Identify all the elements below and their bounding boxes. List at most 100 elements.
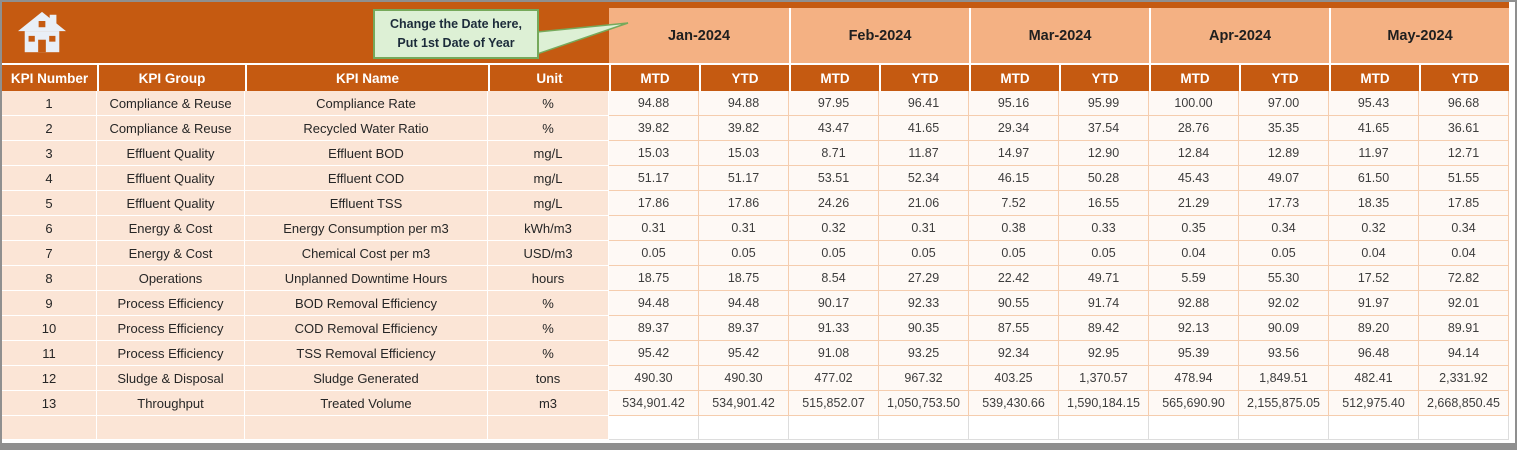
kpi-number-cell: 5 — [2, 191, 97, 216]
kpi-unit-cell: hours — [488, 266, 609, 291]
kpi-sheet: Change the Date here, Put 1st Date of Ye… — [2, 2, 1509, 440]
kpi-group-cell: Energy & Cost — [97, 241, 245, 266]
value-cell: 29.34 — [969, 116, 1059, 141]
kpi-number-cell: 4 — [2, 166, 97, 191]
month-header-jan-2024[interactable]: Jan-2024 — [609, 8, 789, 63]
empty-value-cell — [1329, 416, 1419, 440]
kpi-row-3: 3 Effluent Quality Effluent BOD mg/L 15.03 15… — [2, 141, 1509, 166]
value-cell: 0.05 — [699, 241, 789, 266]
value-cell: 22.42 — [969, 266, 1059, 291]
value-cell: 43.47 — [789, 116, 879, 141]
value-cell: 1,050,753.50 — [879, 391, 969, 416]
value-cell: 89.91 — [1419, 316, 1509, 341]
value-cell: 0.31 — [699, 216, 789, 241]
value-cell: 61.50 — [1329, 166, 1419, 191]
value-cell: 89.37 — [699, 316, 789, 341]
value-cell: 53.51 — [789, 166, 879, 191]
kpi-group-cell: Sludge & Disposal — [97, 366, 245, 391]
value-cell: 1,849.51 — [1239, 366, 1329, 391]
kpi-unit-cell: mg/L — [488, 191, 609, 216]
value-cell: 18.75 — [609, 266, 699, 291]
header-unit: Unit — [488, 65, 609, 91]
empty-value-cell — [1149, 416, 1239, 440]
value-cell: 0.04 — [1329, 241, 1419, 266]
value-cell: 95.43 — [1329, 91, 1419, 116]
kpi-number-cell: 2 — [2, 116, 97, 141]
month-header-row: Jan-2024 Feb-2024 Mar-2024 Apr-2024 May-2024 — [609, 2, 1509, 63]
kpi-name-cell: Compliance Rate — [245, 91, 488, 116]
kpi-group-cell: Process Efficiency — [97, 341, 245, 366]
value-cell: 95.99 — [1059, 91, 1149, 116]
kpi-number-cell: 10 — [2, 316, 97, 341]
kpi-group-cell: Compliance & Reuse — [97, 116, 245, 141]
kpi-number-cell: 6 — [2, 216, 97, 241]
kpi-row-1: 1 Compliance & Reuse Compliance Rate% 94.88… — [2, 91, 1509, 116]
header-ytd-jan-2024: YTD — [699, 65, 789, 91]
empty-left-cell — [245, 416, 488, 440]
month-header-mar-2024[interactable]: Mar-2024 — [969, 8, 1149, 63]
kpi-row-2: 2 Compliance & Reuse Recycled Water Ratio%… — [2, 116, 1509, 141]
kpi-row-10: 10 Process Efficiency COD Removal Efficien… — [2, 316, 1509, 341]
value-cell: 93.25 — [879, 341, 969, 366]
empty-left-cell — [488, 416, 609, 440]
value-cell: 18.35 — [1329, 191, 1419, 216]
value-cell: 87.55 — [969, 316, 1059, 341]
value-cell: 0.04 — [1419, 241, 1509, 266]
value-cell: 539,430.66 — [969, 391, 1059, 416]
home-button[interactable] — [18, 11, 66, 55]
empty-value-cell — [1239, 416, 1329, 440]
value-cell: 91.74 — [1059, 291, 1149, 316]
value-cell: 8.71 — [789, 141, 879, 166]
value-cell: 0.32 — [1329, 216, 1419, 241]
value-cell: 93.56 — [1239, 341, 1329, 366]
kpi-unit-cell: USD/m3 — [488, 241, 609, 266]
value-cell: 94.14 — [1419, 341, 1509, 366]
value-cell: 967.32 — [879, 366, 969, 391]
value-cell: 95.42 — [609, 341, 699, 366]
value-cell: 45.43 — [1149, 166, 1239, 191]
kpi-row-12: 12 Sludge & Disposal Sludge Generated tons 4… — [2, 366, 1509, 391]
month-header-feb-2024[interactable]: Feb-2024 — [789, 8, 969, 63]
header-ytd-feb-2024: YTD — [879, 65, 969, 91]
value-cell: 5.59 — [1149, 266, 1239, 291]
kpi-unit-cell: % — [488, 341, 609, 366]
empty-value-cell — [699, 416, 789, 440]
value-cell: 0.05 — [969, 241, 1059, 266]
header-kpi-name: KPI Name — [245, 65, 488, 91]
value-cell: 91.97 — [1329, 291, 1419, 316]
value-cell: 97.00 — [1239, 91, 1329, 116]
empty-value-cell — [1059, 416, 1149, 440]
value-cell: 17.86 — [699, 191, 789, 216]
value-cell: 41.65 — [879, 116, 969, 141]
value-cell: 21.29 — [1149, 191, 1239, 216]
value-cell: 39.82 — [699, 116, 789, 141]
value-cell: 512,975.40 — [1329, 391, 1419, 416]
date-callout-line1: Change the Date here, — [390, 17, 522, 32]
month-header-may-2024[interactable]: May-2024 — [1329, 8, 1509, 63]
value-cell: 18.75 — [699, 266, 789, 291]
value-cell: 565,690.90 — [1149, 391, 1239, 416]
kpi-group-cell: Process Efficiency — [97, 316, 245, 341]
value-cell: 91.08 — [789, 341, 879, 366]
value-cell: 72.82 — [1419, 266, 1509, 291]
value-cell: 92.95 — [1059, 341, 1149, 366]
value-cell: 0.34 — [1239, 216, 1329, 241]
header-ytd-mar-2024: YTD — [1059, 65, 1149, 91]
value-cell: 12.90 — [1059, 141, 1149, 166]
kpi-number-cell: 8 — [2, 266, 97, 291]
kpi-unit-cell: % — [488, 291, 609, 316]
value-cell: 52.34 — [879, 166, 969, 191]
top-banner: Change the Date here, Put 1st Date of Ye… — [2, 2, 1509, 63]
value-cell: 51.17 — [699, 166, 789, 191]
value-cell: 14.97 — [969, 141, 1059, 166]
kpi-number-cell: 7 — [2, 241, 97, 266]
kpi-name-cell: Unplanned Downtime Hours — [245, 266, 488, 291]
kpi-number-cell: 9 — [2, 291, 97, 316]
value-cell: 15.03 — [699, 141, 789, 166]
month-header-apr-2024[interactable]: Apr-2024 — [1149, 8, 1329, 63]
value-cell: 36.61 — [1419, 116, 1509, 141]
kpi-group-cell: Effluent Quality — [97, 191, 245, 216]
value-cell: 490.30 — [609, 366, 699, 391]
kpi-name-cell: Recycled Water Ratio — [245, 116, 488, 141]
value-cell: 2,155,875.05 — [1239, 391, 1329, 416]
